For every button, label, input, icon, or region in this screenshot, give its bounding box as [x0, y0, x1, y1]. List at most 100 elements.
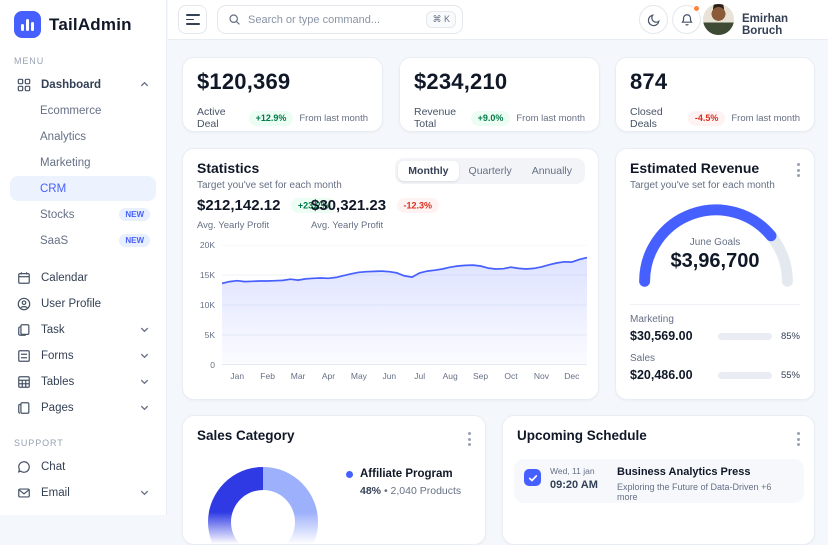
sidebar-item-calendar[interactable]: Calendar [10, 265, 156, 290]
y-tick: 15K [199, 270, 215, 280]
stat-note: From last month [731, 112, 800, 124]
sidebar-item-saas[interactable]: SaaS NEW [10, 228, 156, 253]
progress-percent: 55% [780, 369, 800, 381]
y-axis-ticks: 20K 15K 10K 5K 0 [191, 240, 215, 370]
task-icon [16, 322, 32, 338]
x-tick: Apr [321, 371, 336, 381]
y-tick: 20K [199, 240, 215, 250]
email-icon [16, 485, 32, 501]
x-tick: Dec [564, 371, 580, 381]
user-name[interactable]: Emirhan Boruch [742, 13, 789, 37]
search-bar[interactable]: ⌘ K [217, 5, 463, 34]
trend-badge: +12.9% [248, 110, 294, 126]
metric-value: $212,142.12 [197, 197, 281, 214]
tab-annually[interactable]: Annually [531, 165, 572, 177]
tab-monthly[interactable]: Monthly [398, 161, 459, 181]
notifications-button[interactable] [672, 5, 701, 34]
sidebar-item-forms[interactable]: Forms [10, 343, 156, 368]
sales-category-card: Sales Category Affiliate Program 48% • 2… [182, 415, 486, 545]
sidebar-item-tables[interactable]: Tables [10, 369, 156, 394]
menu-section-label: MENU [14, 56, 45, 66]
legend-detail: 48% • 2,040 Products [360, 485, 461, 497]
chevron-down-icon [139, 376, 150, 387]
stat-value: $234,210 [414, 69, 508, 94]
sidebar-item-analytics[interactable]: Analytics [10, 124, 156, 149]
moon-icon [647, 13, 660, 26]
upcoming-schedule-title: Upcoming Schedule [517, 428, 647, 443]
goal-label: Sales [630, 353, 656, 364]
metric-yearly-profit-1: $212,142.12 +23.2% Avg. Yearly Profit [197, 197, 336, 231]
stat-value: $120,369 [197, 69, 291, 94]
stat-label: Active Deal [197, 106, 226, 130]
sidebar: TailAdmin MENU Dashboard Ecommerce Analy… [0, 0, 167, 515]
sidebar-item-dashboard[interactable]: Dashboard [10, 72, 156, 97]
dark-mode-toggle-button[interactable] [639, 5, 668, 34]
user-avatar[interactable] [703, 4, 734, 35]
sidebar-item-label: Calendar [41, 271, 88, 284]
event-details: Business Analytics Press Exploring the F… [617, 466, 794, 502]
sidebar-item-marketing[interactable]: Marketing [10, 150, 156, 175]
kebab-menu-icon[interactable] [464, 428, 475, 450]
donut-fade [203, 512, 323, 544]
metric-label: Avg. Yearly Profit [311, 220, 384, 231]
sidebar-item-user-profile[interactable]: User Profile [10, 291, 156, 316]
sidebar-item-pages[interactable]: Pages [10, 395, 156, 420]
calendar-icon [16, 270, 32, 286]
sidebar-item-chat[interactable]: Chat [10, 454, 156, 479]
statistics-subtitle: Target you've set for each month [197, 180, 342, 191]
statistics-card: Statistics Target you've set for each mo… [182, 148, 599, 400]
sidebar-item-task[interactable]: Task [10, 317, 156, 342]
sidebar-item-stocks[interactable]: Stocks NEW [10, 202, 156, 227]
sales-category-title: Sales Category [197, 428, 295, 443]
top-header: ⌘ K Emirhan Boruch [168, 0, 828, 40]
brand-logo[interactable]: TailAdmin [0, 0, 166, 38]
hamburger-icon [186, 14, 200, 16]
chevron-up-icon [139, 79, 150, 90]
keyboard-shortcut-badge: ⌘ K [426, 11, 456, 28]
sidebar-item-label: CRM [40, 182, 67, 195]
schedule-event-row[interactable]: Wed, 11 jan 09:20 AM Business Analytics … [514, 459, 804, 503]
trend-badge: -4.5% [687, 110, 726, 126]
x-tick: May [350, 371, 367, 381]
goal-row-marketing: Marketing $30,569.00 85% [630, 314, 800, 343]
legend-dot [346, 471, 353, 478]
chat-icon [16, 459, 32, 475]
sidebar-item-label: Marketing [40, 156, 91, 169]
legend-separator: • [383, 485, 388, 497]
goal-label: Marketing [630, 314, 674, 325]
legend-products: 2,040 Products [390, 485, 462, 497]
x-tick: Mar [290, 371, 306, 381]
chevron-down-icon [139, 324, 150, 335]
legend-percent: 48% [360, 485, 382, 497]
search-input[interactable] [248, 13, 420, 26]
event-datetime: Wed, 11 jan 09:20 AM [550, 466, 608, 491]
upcoming-schedule-card: Upcoming Schedule Wed, 11 jan 09:20 AM B… [502, 415, 815, 545]
sidebar-toggle-button[interactable] [178, 5, 207, 34]
sidebar-item-label: Email [41, 486, 70, 499]
legend-name: Affiliate Program [360, 468, 453, 480]
chevron-down-icon [139, 350, 150, 361]
chevron-down-icon [139, 487, 150, 498]
kebab-menu-icon[interactable] [793, 428, 804, 450]
sidebar-item-crm[interactable]: CRM [10, 176, 156, 201]
forms-icon [16, 348, 32, 364]
sidebar-item-label: Ecommerce [40, 104, 102, 117]
sidebar-item-label: Pages [41, 401, 74, 414]
tab-quarterly[interactable]: Quarterly [468, 165, 512, 177]
sidebar-item-label: Tables [41, 375, 75, 388]
statistics-title: Statistics [197, 160, 260, 176]
grid-icon [16, 77, 32, 93]
sidebar-item-email[interactable]: Email [10, 480, 156, 505]
stat-value: 874 [630, 69, 668, 94]
tables-icon [16, 374, 32, 390]
event-checkbox[interactable] [524, 469, 541, 486]
stat-note: From last month [516, 112, 585, 124]
x-tick: Jan [230, 371, 245, 381]
check-icon [528, 474, 537, 481]
kebab-menu-icon[interactable] [793, 159, 804, 181]
stat-label: Revenue Total [414, 106, 457, 130]
sidebar-item-ecommerce[interactable]: Ecommerce [10, 98, 156, 123]
new-badge: NEW [119, 234, 150, 247]
progress-bar [718, 371, 772, 379]
new-badge: NEW [119, 208, 150, 221]
